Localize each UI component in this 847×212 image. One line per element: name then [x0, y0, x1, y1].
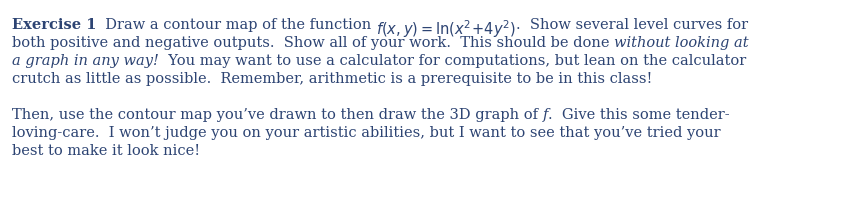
Text: .  Show several level curves for: . Show several level curves for — [517, 18, 749, 32]
Text: You may want to use a calculator for computations, but lean on the calculator: You may want to use a calculator for com… — [159, 54, 746, 68]
Text: $f(x,y) = \ln(x^2\!+\!4y^2)$: $f(x,y) = \ln(x^2\!+\!4y^2)$ — [376, 18, 517, 40]
Text: .  Give this some tender-: . Give this some tender- — [548, 108, 729, 122]
Text: best to make it look nice!: best to make it look nice! — [12, 144, 200, 158]
Text: both positive and negative outputs.  Show all of your work.  This should be done: both positive and negative outputs. Show… — [12, 36, 614, 50]
Text: loving-care.  I won’t judge you on your artistic abilities, but I want to see th: loving-care. I won’t judge you on your a… — [12, 126, 721, 140]
Text: a graph in any way!: a graph in any way! — [12, 54, 159, 68]
Text: crutch as little as possible.  Remember, arithmetic is a prerequisite to be in t: crutch as little as possible. Remember, … — [12, 72, 652, 86]
Text: Then, use the contour map you’ve drawn to then draw the 3D graph of: Then, use the contour map you’ve drawn t… — [12, 108, 543, 122]
Text: without looking at: without looking at — [614, 36, 749, 50]
Text: Draw a contour map of the function: Draw a contour map of the function — [97, 18, 376, 32]
Text: Exercise 1: Exercise 1 — [12, 18, 97, 32]
Text: f: f — [543, 108, 548, 122]
